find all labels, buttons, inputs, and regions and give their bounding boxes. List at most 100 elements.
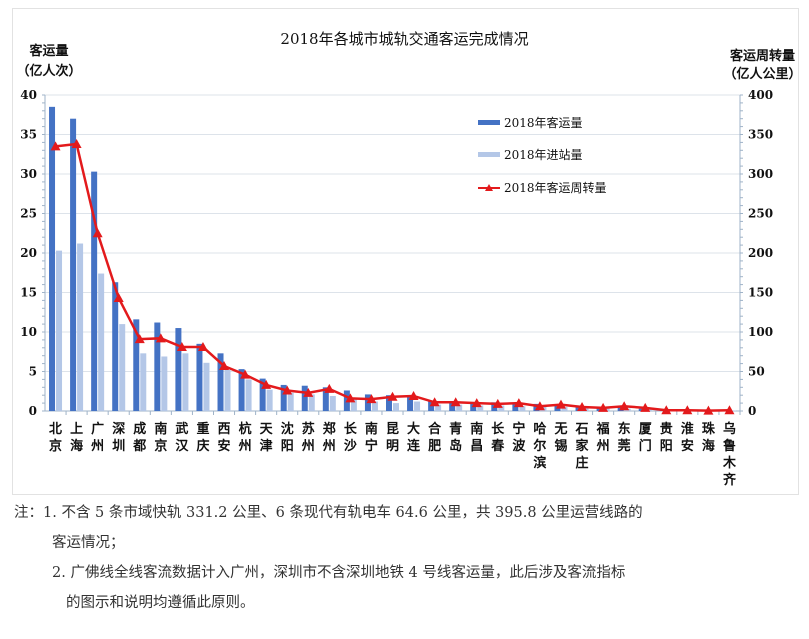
legend-swatch-passenger-volume [478,120,500,125]
footnotes: 注：1. 不含 5 条市域快轨 331.2 公里、6 条现代有轨电车 64.6 … [14,498,804,618]
right-axis-label-line2: （亿人公里） [723,67,802,82]
category-label: 珠 [702,421,716,437]
left-tick-label: 15 [20,286,37,300]
category-label: 安 [681,438,694,454]
triangle-marker [303,387,314,397]
category-label: 上 [70,422,83,437]
category-label: 大 [407,421,420,437]
category-label: 宁 [512,421,525,437]
right-axis-label: 客运周转量 （亿人公里） [720,48,805,84]
legend-label: 2018年客运周转量 [504,180,607,195]
right-tick-label: 200 [748,246,773,260]
triangle-marker [219,360,230,370]
bar-passenger-volume [91,171,98,411]
left-tick-label: 40 [20,88,37,102]
category-label: 阳 [660,439,673,454]
triangle-marker [513,398,524,408]
bar-passenger-volume [238,369,245,411]
category-label: 郑 [323,421,336,437]
bar-station-entries [161,356,168,411]
category-label: 南 [365,421,378,437]
bar-passenger-volume [407,396,414,411]
category-label: 广 [91,421,104,437]
category-label: 滨 [533,455,546,471]
triangle-marker [71,138,82,148]
category-label: 北 [49,422,62,437]
bar-station-entries [456,404,463,411]
category-label: 庆 [195,438,209,454]
category-label: 重 [196,421,209,437]
category-label: 阳 [281,439,294,454]
triangle-marker [492,398,503,408]
category-label: 州 [596,439,610,454]
bar-station-entries [435,404,442,411]
left-axis-label: 客运量 （亿人次） [14,42,84,82]
bar-passenger-volume [133,319,140,411]
category-label: 天 [260,422,274,437]
bar-passenger-volume [217,353,224,411]
category-label: 南 [154,421,167,437]
triangle-marker [429,397,440,407]
legend-marker-icon [485,184,493,191]
category-label: 苏 [302,421,315,437]
category-label: 东 [618,421,631,437]
category-label: 无 [553,422,567,437]
triangle-marker [366,394,377,404]
category-label: 家 [576,438,590,454]
left-tick-label: 10 [20,325,37,339]
triangle-marker [450,397,461,407]
category-label: 厦 [639,421,653,437]
bar-station-entries [287,392,294,411]
legend-swatch-station-entries [478,152,500,157]
bar-passenger-volume [154,322,161,411]
category-label: 昌 [470,439,483,454]
triangle-marker [471,398,482,408]
left-tick-label: 0 [29,404,37,418]
bar-station-entries [393,403,399,411]
category-label: 昆 [386,421,399,437]
category-label: 南 [470,421,483,437]
triangle-marker [703,405,714,415]
triangle-marker [282,385,293,395]
bar-passenger-volume [259,378,266,411]
category-label: 庄 [576,455,589,471]
category-label: 海 [70,438,83,454]
legend-label: 2018年进站量 [504,148,583,162]
category-label: 波 [512,438,526,454]
right-tick-label: 350 [748,128,773,142]
category-label: 贵 [660,421,673,437]
note-2: 2. 广佛线全线客流数据计入广州，深圳市不含深圳地铁 4 号线客运量，此后涉及客… [52,565,626,581]
bar-station-entries [498,405,505,411]
category-label: 州 [90,439,104,454]
triangle-marker [261,379,272,389]
bar-passenger-volume [175,328,182,411]
bar-station-entries [140,353,147,411]
triangle-marker [50,141,61,151]
category-label: 尔 [533,438,546,454]
bar-passenger-volume [322,387,329,411]
triangle-marker [640,402,651,412]
category-label: 州 [238,439,252,454]
bar-station-entries [477,405,484,411]
category-label: 福 [596,421,610,437]
triangle-marker [661,405,672,415]
right-tick-label: 400 [748,88,773,102]
left-axis-label-line2: （亿人次） [16,64,82,79]
bar-passenger-volume [575,405,582,411]
note-2-cont: 的图示和说明均遵循此原则。 [66,595,255,611]
category-label: 青 [449,421,462,437]
left-tick-label: 35 [20,128,37,142]
category-label: 都 [132,438,146,454]
category-label: 岛 [449,438,462,454]
triangle-marker [682,405,693,415]
category-label: 石 [575,422,589,437]
category-label: 京 [49,438,62,454]
category-label: 杭 [239,421,252,437]
triangle-marker [724,405,735,415]
category-label: 春 [490,438,505,454]
category-label: 木 [722,455,737,471]
category-label: 肥 [428,438,441,454]
triangle-marker [577,402,588,412]
right-tick-label: 100 [748,325,773,339]
bar-passenger-volume [533,403,540,411]
